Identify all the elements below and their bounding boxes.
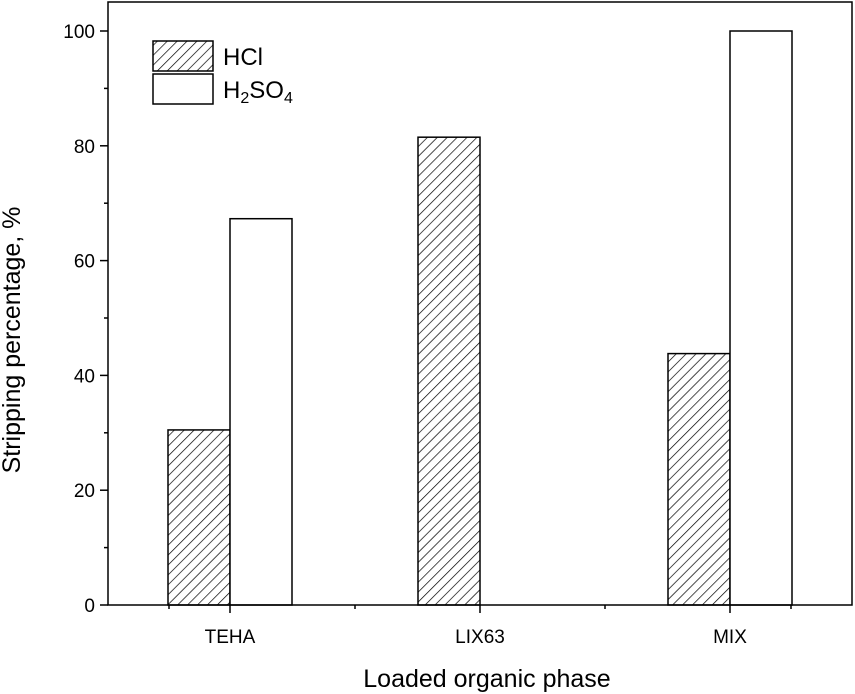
bars-layer xyxy=(167,30,793,606)
bar-h2so4-mix xyxy=(729,30,793,606)
legend-swatch-h2so4 xyxy=(152,73,214,105)
legend-swatch-hcl xyxy=(152,40,214,72)
legend-subscript: 2 xyxy=(240,90,249,107)
y-axis-ticks: 0 20 40 60 80 100 xyxy=(63,22,108,617)
legend-label-h2so4: H2SO4 xyxy=(223,77,293,107)
y-tick-label: 80 xyxy=(74,137,95,158)
y-tick-label: 100 xyxy=(63,22,95,43)
legend-label-hcl: HCl xyxy=(223,44,263,71)
x-tick-label: TEHA xyxy=(205,627,256,648)
bar-hcl-mix xyxy=(667,352,731,606)
legend: HCl H2SO4 xyxy=(152,40,293,107)
x-tick-label: MIX xyxy=(713,627,747,648)
bar-hcl-teha xyxy=(167,429,231,606)
y-tick-label: 60 xyxy=(74,252,95,273)
legend-text-part: H xyxy=(223,77,240,104)
x-axis-title: Loaded organic phase xyxy=(363,665,610,693)
y-tick-label: 20 xyxy=(74,481,95,502)
bar-h2so4-teha xyxy=(229,217,293,606)
legend-subscript: 4 xyxy=(284,90,293,107)
y-tick-label: 40 xyxy=(74,366,95,387)
y-tick-label: 0 xyxy=(84,596,95,617)
x-axis-ticks: TEHA LIX63 MIX xyxy=(168,605,792,648)
x-tick-label: LIX63 xyxy=(455,627,505,648)
y-axis-title: Stripping percentage, % xyxy=(0,207,26,474)
bar-hcl-lix63 xyxy=(417,136,481,606)
legend-text-part: SO xyxy=(249,77,284,104)
